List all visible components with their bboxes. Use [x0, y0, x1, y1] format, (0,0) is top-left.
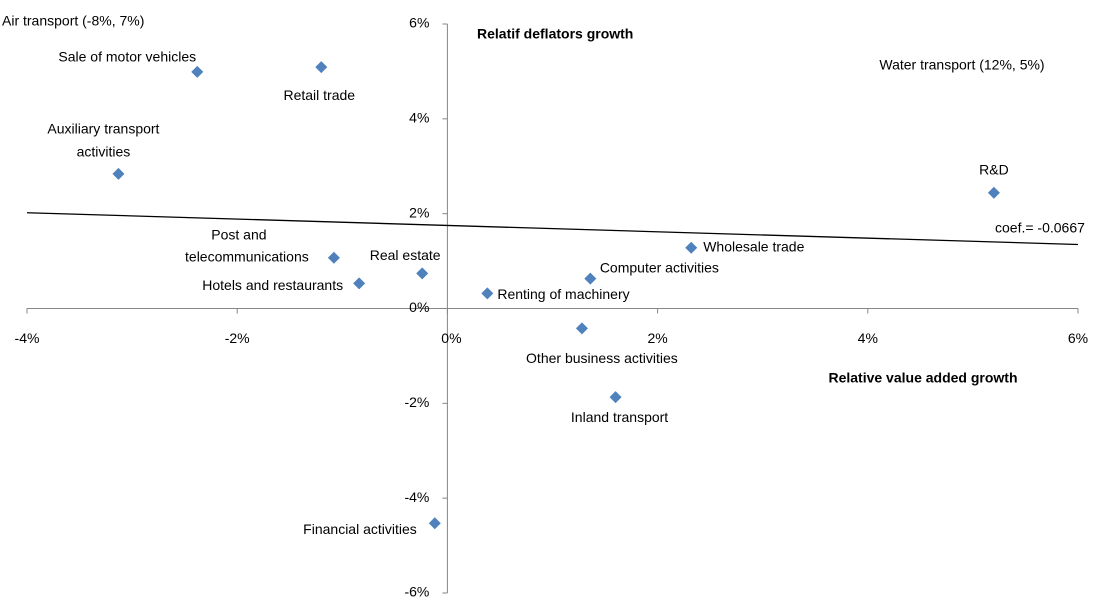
y-tick-label: -6%: [404, 584, 429, 600]
point-label: Auxiliary transport: [47, 121, 159, 137]
y-axis-title: Relatif deflators growth: [477, 26, 633, 42]
point-label: Financial activities: [303, 521, 417, 537]
y-tick-label: 2%: [409, 204, 429, 220]
x-tick-label: 6%: [1068, 330, 1088, 346]
point: [685, 241, 698, 254]
point: [327, 251, 340, 264]
y-tick-label: 4%: [409, 110, 429, 126]
point: [315, 61, 328, 74]
y-tick-label: 6%: [409, 15, 429, 31]
point: [575, 322, 588, 335]
annotation: Water transport (12%, 5%): [879, 57, 1044, 73]
x-tick-label: 4%: [858, 330, 878, 346]
point-label: activities: [77, 144, 131, 160]
annotation: Air transport (-8%, 7%): [2, 13, 144, 29]
x-tick-label: 2%: [647, 330, 667, 346]
point-label: Real estate: [370, 247, 441, 263]
point: [353, 277, 366, 290]
point-label: Renting of machinery: [497, 286, 629, 302]
point-label: Inland transport: [571, 409, 668, 425]
point: [987, 186, 1000, 199]
x-tick-label: 0%: [441, 330, 461, 346]
point: [416, 267, 429, 280]
y-tick-label: -2%: [404, 394, 429, 410]
point: [481, 287, 494, 300]
x-tick-label: -4%: [15, 330, 40, 346]
point: [428, 517, 441, 530]
y-tick-label: 0%: [409, 299, 429, 315]
point-label: Post and: [211, 226, 266, 242]
point-label: Computer activities: [600, 259, 719, 275]
trendline: [26, 212, 1079, 246]
trendline-label: coef.= -0.0667: [995, 220, 1085, 236]
point-label: Sale of motor vehicles: [58, 49, 196, 65]
x-tick-label: -2%: [225, 330, 250, 346]
point-label: Hotels and restaurants: [202, 277, 343, 293]
point: [584, 272, 597, 285]
point-label: Other business activities: [526, 350, 678, 366]
x-axis-title: Relative value added growth: [828, 370, 1017, 386]
point: [609, 391, 622, 404]
point: [191, 65, 204, 78]
y-tick-label: -4%: [404, 489, 429, 505]
point-label: Retail trade: [283, 87, 355, 103]
point: [112, 167, 125, 180]
point-label: telecommunications: [185, 248, 309, 264]
point-label: Wholesale trade: [703, 239, 804, 255]
point-label: R&D: [979, 162, 1009, 178]
